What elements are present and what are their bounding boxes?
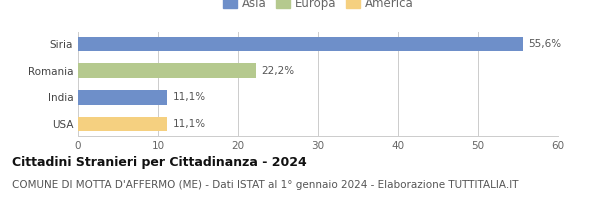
Text: 11,1%: 11,1% bbox=[172, 119, 206, 129]
Bar bbox=[78, 117, 167, 131]
Legend: Asia, Europa, America: Asia, Europa, America bbox=[220, 0, 416, 12]
Text: 11,1%: 11,1% bbox=[172, 92, 206, 102]
Text: 22,2%: 22,2% bbox=[261, 66, 295, 76]
Bar bbox=[78, 37, 523, 51]
Text: COMUNE DI MOTTA D'AFFERMO (ME) - Dati ISTAT al 1° gennaio 2024 - Elaborazione TU: COMUNE DI MOTTA D'AFFERMO (ME) - Dati IS… bbox=[12, 180, 518, 190]
Text: Cittadini Stranieri per Cittadinanza - 2024: Cittadini Stranieri per Cittadinanza - 2… bbox=[12, 156, 307, 169]
Bar bbox=[78, 63, 256, 78]
Text: 55,6%: 55,6% bbox=[529, 39, 562, 49]
Bar bbox=[78, 90, 167, 105]
